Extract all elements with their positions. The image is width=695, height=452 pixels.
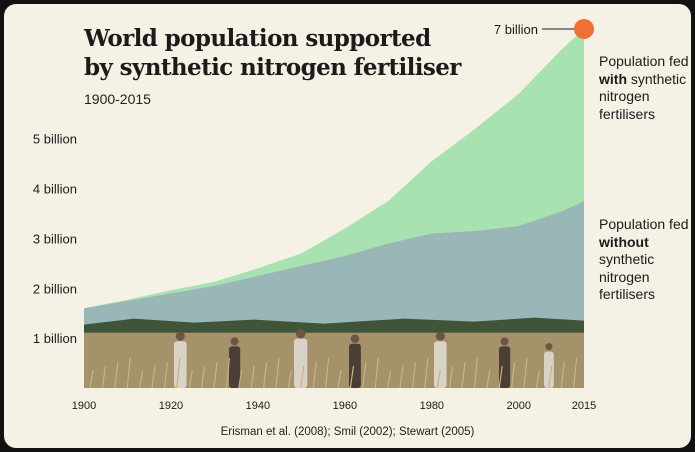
annotation-with: Population fed with synthetic nitrogen f…	[599, 53, 689, 123]
chart-card: World population supported by synthetic …	[4, 4, 691, 448]
x-tick-label: 1920	[159, 400, 183, 412]
wheat-stalk	[349, 365, 354, 388]
worker-figure	[174, 341, 187, 388]
wheat-stalk	[89, 369, 94, 388]
area-chart: 1 billion 2 billion 3 billion 4 billion 5 bi…	[33, 18, 596, 412]
annotation-with-bold: with	[599, 70, 627, 87]
wheat-stalk	[411, 361, 416, 388]
wheat-stalk	[325, 357, 330, 388]
worker-head	[175, 331, 185, 341]
x-tick-label: 1980	[420, 400, 444, 412]
wheat-stalk	[176, 357, 181, 388]
wheat-stalk	[139, 369, 144, 388]
worker-head	[295, 328, 306, 339]
x-tick-label: 2000	[507, 400, 531, 412]
wheat-stalk	[238, 369, 243, 388]
worker-figure	[294, 338, 308, 388]
wheat-stalk	[374, 357, 379, 388]
y-axis: 1 billion 2 billion 3 billion 4 billion 5 bi…	[33, 132, 77, 346]
wheat-stalk	[362, 361, 367, 388]
wheat-stalk	[188, 369, 193, 388]
wheat-stalk	[473, 357, 478, 388]
wheat-stalk	[523, 357, 528, 388]
wheat-stalk	[312, 361, 317, 388]
annotation-without-bold: without	[599, 233, 649, 250]
x-axis: 1900 1920 1940 1960 1980 2000 2015	[72, 400, 596, 412]
x-tick-label: 1940	[246, 400, 270, 412]
annotation-without-pre: Population fed	[599, 216, 689, 232]
wheat-stalk	[436, 369, 441, 388]
worker-head	[435, 331, 445, 341]
wheat-stalk	[263, 361, 268, 388]
wheat-stalk	[486, 369, 491, 388]
wheat-stalk	[511, 361, 516, 388]
wheat-stalk	[151, 365, 156, 388]
worker-head	[350, 334, 360, 344]
x-tick-label: 1900	[72, 400, 96, 412]
annotation-without-post: synthetic nitrogen fertilisers	[599, 251, 656, 302]
wheat-stalk	[225, 357, 230, 388]
y-tick-label: 1 billion	[33, 331, 77, 346]
wheat-stalk	[548, 365, 553, 388]
wheat-stalk	[424, 357, 429, 388]
x-tick-label: 2015	[572, 400, 596, 412]
y-tick-label: 4 billion	[33, 182, 77, 197]
peak-marker-dot	[574, 18, 594, 39]
worker-figure	[544, 351, 554, 388]
wheat-stalk	[498, 365, 503, 388]
worker-figure	[499, 346, 511, 388]
wheat-stalk	[275, 357, 280, 388]
wheat-stalk	[114, 361, 119, 388]
chart-subtitle: 1900-2015	[84, 91, 151, 107]
annotation-with-post: synthetic nitrogen fertilisers	[599, 70, 687, 122]
wheat-stalk	[163, 361, 168, 388]
source-note: Erisman et al. (2008); Smil (2002); Stew…	[220, 426, 475, 438]
peak-annotation: 7 billion	[494, 18, 594, 39]
x-tick-label: 1960	[333, 400, 357, 412]
wheat-stalk	[399, 365, 404, 388]
peak-label: 7 billion	[494, 22, 538, 37]
annotation-with-pre: Population fed	[599, 53, 689, 69]
wheat-stalk	[535, 369, 540, 388]
wheat-stalk	[287, 369, 292, 388]
wheat-stalk	[300, 365, 305, 388]
worker-figure	[229, 346, 241, 388]
wheat-stalk	[461, 361, 466, 388]
worker-head	[500, 337, 509, 346]
area-with-fertiliser	[84, 28, 584, 309]
worker-head	[230, 337, 239, 346]
y-tick-label: 5 billion	[33, 132, 77, 147]
wheat-stalk	[573, 357, 578, 388]
wheat-stalk	[560, 361, 565, 388]
worker-figure	[434, 341, 447, 388]
wheat-stalk	[387, 369, 392, 388]
wheat-stalk	[201, 365, 206, 388]
chart-title: World population supported by synthetic …	[84, 25, 461, 81]
annotation-without: Population fed without synthetic nitroge…	[599, 216, 689, 304]
y-tick-label: 2 billion	[33, 281, 77, 296]
wheat-stalk	[101, 365, 106, 388]
wheat-stalk	[250, 365, 255, 388]
wheat-stalk	[449, 365, 454, 388]
wheat-stalk	[213, 361, 218, 388]
y-tick-label: 3 billion	[33, 231, 77, 246]
wheat-harvest-photo	[84, 317, 584, 388]
worker-head	[545, 343, 553, 351]
wheat-stalk	[126, 357, 131, 388]
wheat-stalk	[337, 369, 342, 388]
